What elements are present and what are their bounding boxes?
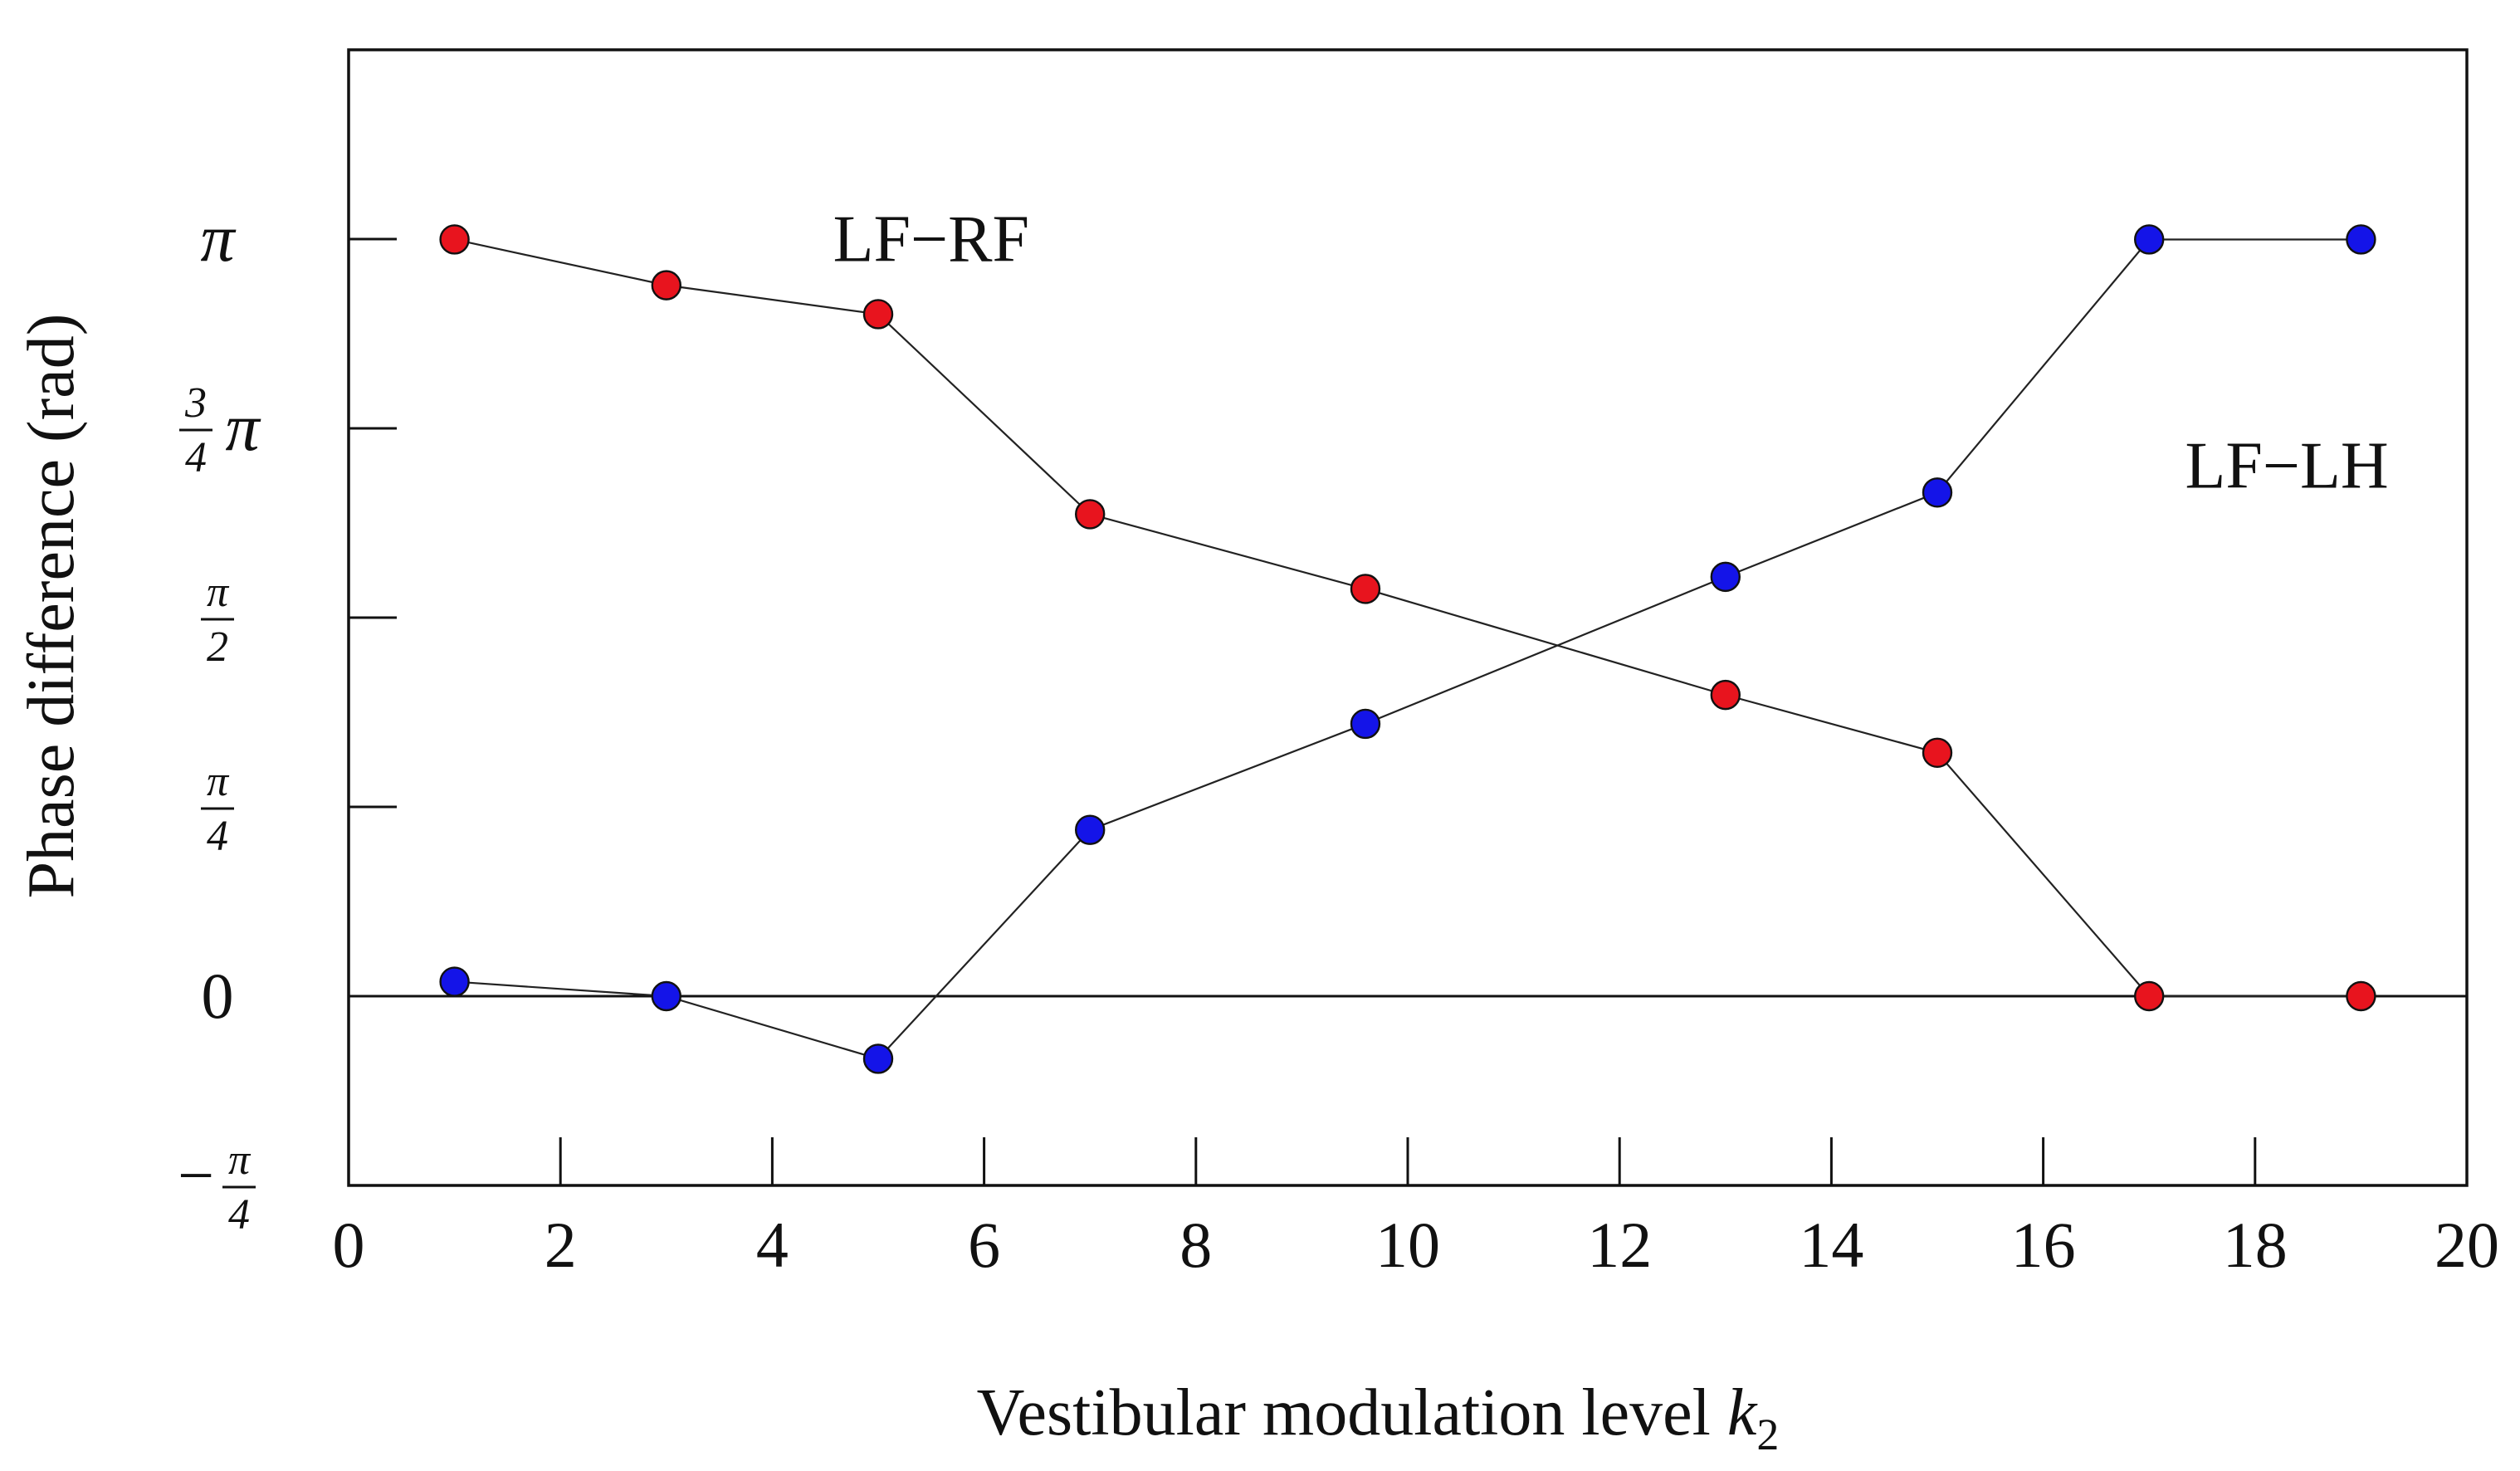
data-point (1922, 737, 1953, 768)
x-axis-title-space (1711, 1376, 1727, 1449)
x-tick-label: 12 (1587, 1209, 1652, 1281)
y-tick-pi-suffix: π (225, 389, 261, 465)
data-point (651, 270, 681, 301)
y-tick-numerator: 3 (184, 379, 207, 427)
series-layer (439, 224, 2376, 1074)
y-axis-title: Phase difference (rad) (15, 314, 88, 899)
x-tick-label: 8 (1179, 1209, 1212, 1281)
x-axis-title: Vestibular modulation level k2 (977, 1376, 1780, 1459)
data-point (2133, 980, 2165, 1012)
x-axis-ticks: 0 2 4 6 8 10 12 14 16 18 20 (333, 1137, 2499, 1281)
x-axis-title-var: k (1727, 1376, 1758, 1449)
y-tick-sign: − (178, 1139, 214, 1211)
x-tick-label: 18 (2223, 1209, 2288, 1281)
x-axis-title-text: Vestibular modulation level (977, 1376, 1711, 1449)
data-point (439, 966, 470, 997)
data-point (2133, 224, 2165, 255)
y-tick-label: π (200, 200, 236, 276)
data-point (1350, 574, 1381, 604)
data-point (1074, 814, 1106, 845)
y-tick-numerator: π (207, 569, 230, 616)
data-point (439, 224, 470, 255)
x-tick-label: 4 (756, 1209, 789, 1281)
data-point (2346, 224, 2376, 255)
data-point (1922, 477, 1953, 508)
series-label: LF−LH (2185, 429, 2389, 502)
x-tick-label: 2 (545, 1209, 577, 1281)
y-tick-denominator: 4 (228, 1191, 250, 1239)
x-tick-label: 14 (1799, 1209, 1863, 1281)
data-point (651, 980, 681, 1012)
data-point (1074, 499, 1106, 530)
x-axis-title-sub: 2 (1756, 1410, 1779, 1459)
y-tick-denominator: 4 (207, 813, 228, 860)
series-label: LF−RF (833, 203, 1029, 276)
data-point (862, 299, 894, 330)
data-point (1350, 708, 1381, 740)
x-tick-label: 10 (1375, 1209, 1440, 1281)
data-point (1710, 561, 1741, 593)
x-tick-label: 6 (968, 1209, 1000, 1281)
series-line (454, 238, 2361, 998)
y-tick-numerator: π (207, 758, 230, 805)
data-point (2346, 980, 2376, 1012)
y-tick-label: 0 (202, 960, 234, 1032)
plot-frame (347, 48, 2469, 1187)
series-line (454, 238, 2361, 1060)
y-tick-numerator: π (228, 1136, 252, 1184)
series-lf-rf (439, 224, 2376, 1012)
data-point (1710, 679, 1741, 711)
y-tick-denominator: 2 (207, 623, 228, 671)
x-tick-label: 16 (2011, 1209, 2076, 1281)
y-tick-denominator: 4 (185, 434, 207, 481)
annotation-layer: LF−RF LF−LH (833, 203, 2389, 502)
data-point (862, 1043, 894, 1074)
series-lf-lh (439, 224, 2376, 1074)
x-tick-label: 20 (2435, 1209, 2499, 1281)
x-tick-label: 0 (333, 1209, 365, 1281)
